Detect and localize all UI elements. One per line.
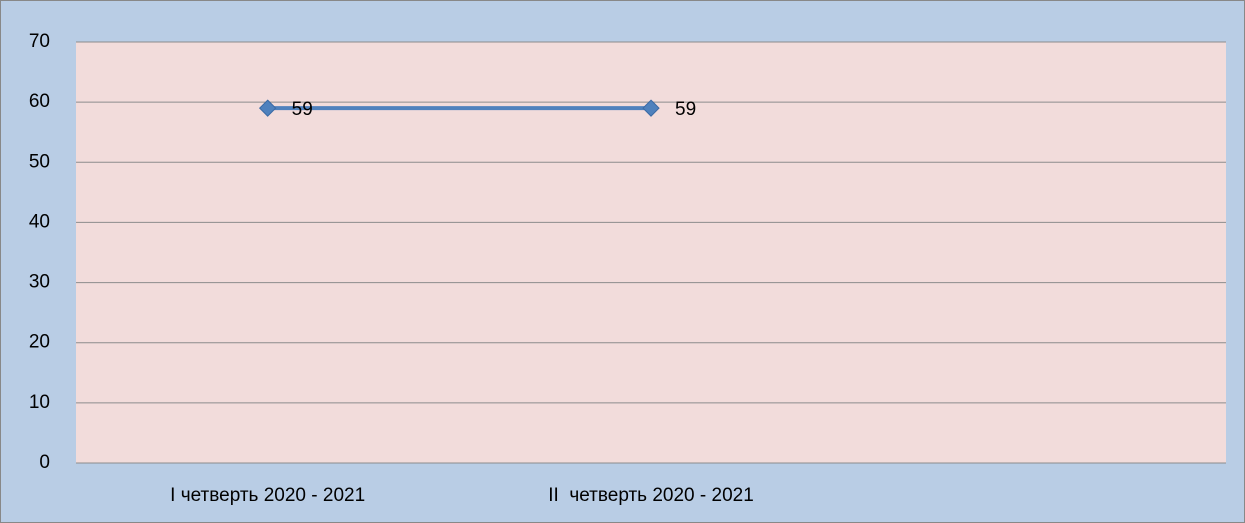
y-tick-label: 20 bbox=[29, 332, 50, 353]
y-tick-label: 50 bbox=[29, 151, 50, 172]
y-tick-label: 0 bbox=[39, 452, 50, 473]
y-tick-label: 10 bbox=[29, 392, 50, 413]
y-tick-label: 60 bbox=[29, 91, 50, 112]
data-label: 59 bbox=[292, 99, 313, 120]
y-tick-label: 30 bbox=[29, 272, 50, 293]
y-tick-label: 40 bbox=[29, 211, 50, 232]
x-tick-label: I четверть 2020 - 2021 bbox=[170, 485, 365, 506]
x-tick-label: II четверть 2020 - 2021 bbox=[548, 485, 754, 506]
data-label: 59 bbox=[675, 99, 696, 120]
point-marker bbox=[258, 99, 277, 117]
point-marker bbox=[642, 99, 660, 117]
y-tick-label: 70 bbox=[29, 31, 50, 52]
